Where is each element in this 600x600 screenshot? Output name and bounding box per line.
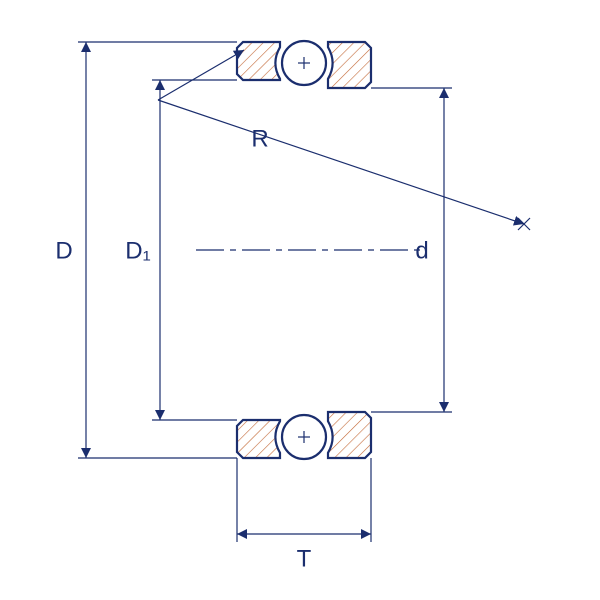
bearing-diagram: D D₁ d R T	[0, 0, 600, 600]
shaft-washer-top	[237, 42, 280, 80]
label-D: D	[55, 237, 72, 264]
leader-R-arm1	[158, 50, 244, 100]
leader-R-arm2	[158, 100, 524, 224]
housing-washer-top	[328, 42, 371, 88]
shaft-washer-bottom	[237, 420, 280, 458]
label-D1: D₁	[125, 237, 150, 264]
label-R: R	[251, 125, 268, 152]
housing-washer-bottom	[328, 412, 371, 458]
label-d: d	[415, 237, 428, 264]
label-T: T	[297, 545, 312, 572]
